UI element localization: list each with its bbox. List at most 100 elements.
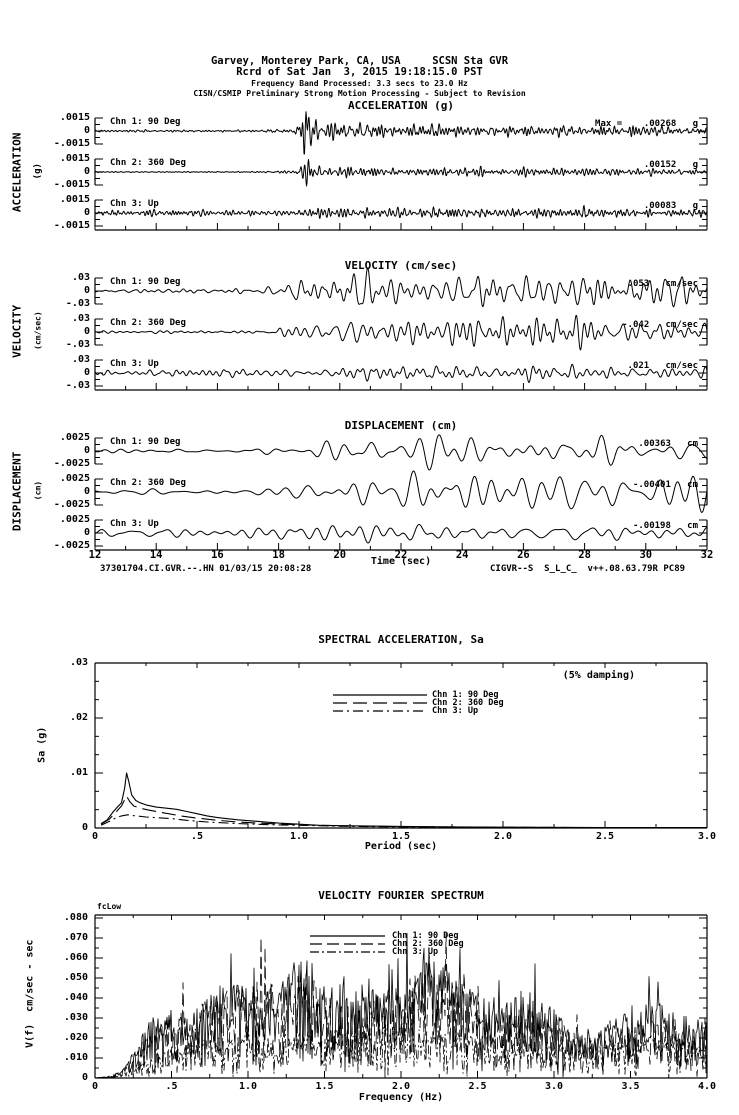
fourier-ytick-label: .050: [63, 972, 88, 983]
channel-label: Chn 2: 360 Deg: [110, 318, 186, 328]
sa-ytick-label: .01: [69, 767, 88, 778]
fourier-xtick-label: 1.0: [238, 1081, 258, 1092]
sa-plot-title: SPECTRAL ACCELERATION, Sa: [318, 633, 484, 646]
peak-value-label: .00152 g: [643, 160, 698, 170]
scale-label-zero: 0: [83, 445, 90, 456]
scale-label-pos: .0015: [59, 194, 90, 205]
fourier-xtick-label: .5: [165, 1081, 178, 1092]
channel-label: Chn 3: Up: [110, 359, 159, 369]
fourier-ytick-label: 0: [81, 1072, 88, 1083]
time-axis-label: Time (sec): [370, 556, 432, 567]
record-id-footer: 37301704.CI.GVR.--.HN 01/03/15 20:08:28: [100, 564, 312, 574]
channel-label: Chn 1: 90 Deg: [110, 437, 181, 447]
scale-label-neg: -.0015: [53, 220, 90, 231]
displacement-panel-title: DISPLACEMENT (cm): [344, 419, 458, 432]
time-tick-label: 26: [517, 549, 530, 561]
fourier-ytick-label: .080: [63, 912, 88, 923]
sa-ytick-label: .02: [69, 712, 88, 723]
damping-annotation: (5% damping): [562, 670, 635, 681]
scale-label-zero: 0: [83, 207, 90, 218]
time-tick-label: 28: [578, 549, 591, 561]
scale-label-pos: .0015: [59, 153, 90, 164]
scale-label-neg: -.03: [65, 298, 90, 309]
channel-label: Chn 1: 90 Deg: [110, 277, 181, 287]
scale-label-neg: -.03: [65, 380, 90, 391]
scale-label-pos: .0025: [59, 473, 90, 484]
fourier-xtick-label: 3.0: [544, 1081, 564, 1092]
scale-label-neg: -.0025: [53, 499, 90, 510]
peak-value-label: .00083 g: [643, 201, 698, 211]
fourier-plot-title: VELOCITY FOURIER SPECTRUM: [318, 889, 484, 902]
scale-label-pos: .0025: [59, 514, 90, 525]
time-tick-label: 12: [88, 549, 102, 561]
fourier-x-axis-label: Frequency (Hz): [358, 1092, 444, 1103]
sa-ytick-label: .03: [69, 657, 88, 668]
station-title: Garvey, Monterey Park, CA, USA SCSN Sta …: [210, 55, 509, 67]
channel-label: Chn 2: 360 Deg: [110, 478, 186, 488]
scale-label-zero: 0: [83, 527, 90, 538]
scale-label-neg: -.03: [65, 339, 90, 350]
sa-xtick-label: 2.5: [595, 831, 615, 842]
channel-label: Chn 1: 90 Deg: [110, 117, 181, 127]
sa-legend-ch3: Chn 3: Up: [432, 706, 479, 716]
scale-label-zero: 0: [83, 285, 90, 296]
corner-frequency-marker: fcLow: [97, 902, 122, 911]
scale-label-zero: 0: [83, 367, 90, 378]
fourier-ytick-label: .010: [63, 1052, 88, 1063]
frequency-band-note: Frequency Band Processed: 3.3 secs to 23…: [251, 79, 468, 88]
peak-value-label: Max = .00268 g: [595, 119, 698, 129]
time-tick-label: 16: [211, 549, 224, 561]
sa-legend-ch1: Chn 1: 90 Deg: [432, 690, 499, 700]
scale-label-neg: -.0025: [53, 540, 90, 551]
peak-value-label: -.00401 cm: [632, 480, 698, 490]
scale-label-zero: 0: [83, 326, 90, 337]
fourier-xtick-label: 2.5: [468, 1081, 487, 1092]
scale-label-neg: -.0025: [53, 458, 90, 469]
sa-ytick-label: 0: [81, 822, 88, 833]
peak-value-label: .021 cm/sec: [627, 361, 698, 371]
sa-xtick-label: 0: [91, 831, 99, 842]
peak-value-label: .053 cm/sec: [627, 279, 698, 289]
scale-label-zero: 0: [83, 125, 90, 136]
record-timestamp: Rcrd of Sat Jan 3, 2015 19:18:15.0 PST: [236, 66, 483, 78]
scale-label-pos: .0015: [59, 112, 90, 123]
channel-label: Chn 3: Up: [110, 519, 159, 529]
channel-label: Chn 3: Up: [110, 199, 159, 209]
sa-xtick-label: .5: [190, 831, 204, 842]
processing-version-footer: CIGVR--S S_L_C_ v++.08.63.79R PC89: [490, 564, 686, 574]
sa-xtick-label: 2.0: [493, 831, 513, 842]
fourier-xtick-label: 0: [91, 1081, 99, 1092]
time-tick-label: 30: [639, 549, 653, 561]
fourier-xtick-label: 4.0: [697, 1081, 717, 1092]
scale-label-pos: .03: [71, 354, 90, 365]
fourier-xtick-label: 2.0: [391, 1081, 411, 1092]
acceleration-panel-title: ACCELERATION (g): [348, 99, 454, 112]
scale-label-pos: .03: [71, 313, 90, 324]
time-tick-label: 14: [149, 549, 163, 561]
scale-label-zero: 0: [83, 166, 90, 177]
sa-legend-ch2: Chn 2: 360 Deg: [432, 698, 504, 708]
fourier-ytick-label: .070: [63, 932, 88, 943]
peak-value-label: -.00198 cm: [632, 521, 698, 531]
fourier-xtick-label: 3.5: [621, 1081, 640, 1092]
time-tick-label: 22: [394, 549, 408, 561]
channel-label: Chn 2: 360 Deg: [110, 158, 186, 168]
processing-notice: CISN/CSMIP Preliminary Strong Motion Pro…: [193, 89, 526, 98]
peak-value-label: -.042 cm/sec: [622, 320, 698, 330]
fourier-ytick-label: .040: [63, 992, 88, 1003]
time-tick-label: 32: [700, 549, 714, 561]
sa-xtick-label: 1.5: [391, 831, 411, 842]
fourier-ytick-label: .060: [63, 952, 88, 963]
fourier-ytick-label: .020: [63, 1032, 88, 1043]
fourier-xtick-label: 1.5: [315, 1081, 334, 1092]
scale-label-neg: -.0015: [53, 138, 90, 149]
sa-xtick-label: 1.0: [289, 831, 309, 842]
scale-label-zero: 0: [83, 486, 90, 497]
time-tick-label: 24: [455, 549, 469, 561]
time-tick-label: 20: [333, 549, 347, 561]
scale-label-pos: .03: [71, 272, 90, 283]
sa-xtick-label: 3.0: [697, 831, 717, 842]
scale-label-pos: .0025: [59, 432, 90, 443]
